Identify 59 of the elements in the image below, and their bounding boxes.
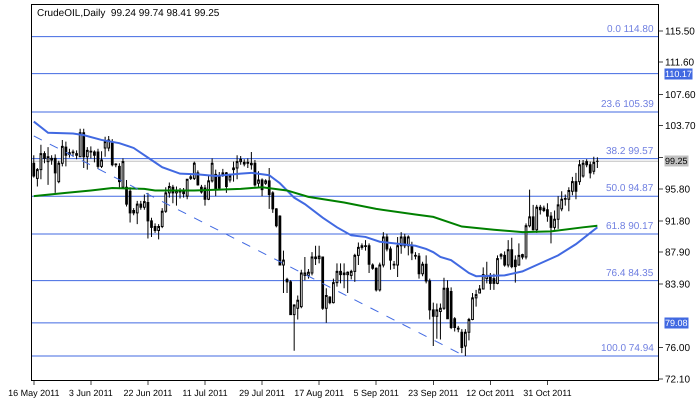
candlestick [588,161,592,179]
candlestick [556,196,560,230]
annotation: 23.6 105.39 [601,99,654,110]
candlestick [396,236,399,278]
text: 95.80 [665,184,690,196]
annotation: 100.0 74.94 [601,343,654,354]
candlestick [110,138,114,167]
candlestick [104,136,106,158]
candlestick [118,162,121,189]
candlestick [136,200,139,225]
x-tick-label: 3 Jun 2011 [68,388,113,398]
x-tick-label: 12 Oct 2011 [466,388,515,398]
text: 91.80 [665,216,690,228]
annotation: 61.8 90.17 [606,221,654,232]
candlestick [146,192,150,240]
x-tick-label: 29 Jul 2011 [239,388,286,398]
candlestick [54,154,57,194]
candlestick [342,262,346,289]
candlestick [339,262,342,284]
candlestick [72,149,74,158]
chart-title: CrudeOIL,Daily 99.24 99.74 98.41 99.25 [37,8,220,19]
ref-line-label: 99.25 [665,156,688,166]
candlestick [418,252,420,280]
ref-line-label: 79.08 [665,318,688,328]
candlestick [535,204,538,234]
text: 107.60 [665,90,696,101]
annotation: 0.0 114.80 [607,24,654,35]
text: 72.10 [665,374,690,386]
text: 76.00 [665,343,690,354]
text: 87.90 [665,248,690,259]
candlestick [268,168,271,210]
candlestick [460,328,464,354]
candlestick [100,150,103,169]
candlestick [82,128,86,169]
candlestick [236,154,238,180]
x-tick-label: 17 Aug 2011 [294,388,344,398]
x-tick-label: 31 Oct 2011 [523,388,572,398]
x-tick-label: 16 May 2011 [8,388,60,398]
candlestick [368,242,370,274]
text: 111.60 [665,58,694,69]
annotation: 76.4 84.35 [606,268,654,279]
x-tick-label: 11 Jul 2011 [182,388,228,398]
candlestick [592,156,596,175]
annotation: 38.2 99.57 [606,146,654,157]
x-tick-label: 22 Jun 2011 [123,388,172,398]
text: 103.70 [665,121,696,132]
candlestick [46,146,50,186]
annotation: 50.0 94.87 [606,183,654,194]
candlestick [506,240,510,268]
candlestick [96,148,100,170]
text: 83.90 [665,280,690,291]
candlestick [374,266,378,292]
candlestick [175,186,178,206]
text: 115.50 [665,26,695,38]
x-tick-label: 23 Sep 2011 [408,388,458,398]
candlestick [64,141,68,167]
candlestick [242,158,246,167]
x-tick-label: 5 Sep 2011 [354,388,399,398]
ref-line-label: 110.17 [665,69,692,79]
